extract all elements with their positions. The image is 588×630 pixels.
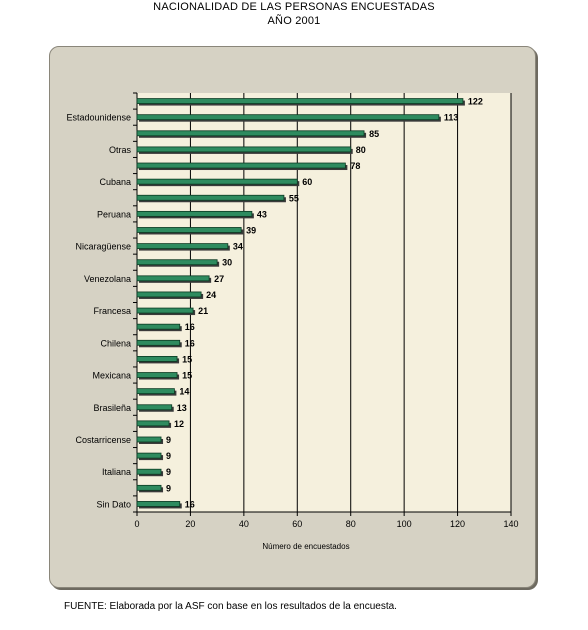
bar (136, 501, 181, 507)
bar-value-label: 30 (222, 258, 232, 268)
bar (136, 388, 175, 395)
bar (136, 259, 218, 266)
bar-value-label: 16 (185, 499, 195, 509)
bar (136, 146, 352, 153)
category-label: Francesa (93, 306, 131, 316)
bar (136, 210, 253, 217)
category-label: Brasileña (93, 403, 131, 413)
chart-title: NACIONALIDAD DE LAS PERSONAS ENCUESTADAS… (0, 0, 588, 28)
bar (136, 356, 178, 362)
category-label: Italiana (102, 467, 131, 477)
bar (136, 339, 181, 346)
chart-title-line2: AÑO 2001 (267, 15, 321, 27)
plot-area (137, 93, 511, 512)
bar-value-label: 9 (166, 451, 171, 461)
bar (136, 307, 194, 314)
bar-value-label: 16 (185, 338, 195, 348)
category-label: Mexicana (92, 371, 131, 381)
category-label: Nicaragüense (75, 242, 131, 252)
bar (136, 436, 162, 443)
bar-value-label: 12 (174, 419, 184, 429)
category-label: Otras (109, 145, 132, 155)
x-tick-label: 0 (134, 519, 139, 529)
x-tick-label: 40 (239, 519, 249, 529)
bar-value-label: 16 (185, 322, 195, 332)
category-label: Cubana (99, 177, 131, 187)
bar (136, 484, 162, 491)
bar (136, 372, 178, 378)
bar (136, 420, 170, 427)
bar (136, 404, 173, 411)
bar-value-label: 24 (206, 290, 216, 300)
bar-value-label: 43 (257, 209, 267, 219)
bar-value-label: 27 (214, 274, 224, 284)
bar-value-label: 60 (302, 177, 312, 187)
x-tick-label: 140 (503, 519, 518, 529)
bar-value-label: 85 (369, 129, 379, 139)
bar (136, 291, 202, 298)
bar-value-label: 9 (166, 483, 171, 493)
chart-title-line1: NACIONALIDAD DE LAS PERSONAS ENCUESTADAS (153, 1, 435, 13)
x-axis-title: Número de encuestados (262, 542, 349, 551)
x-tick-label: 60 (292, 519, 302, 529)
category-label: Chilena (100, 338, 131, 348)
bar (136, 468, 162, 475)
bar-value-label: 80 (356, 145, 366, 155)
bar-value-label: 113 (444, 113, 459, 123)
bar (136, 275, 210, 282)
bar (136, 323, 181, 330)
source-footnote: FUENTE: Elaborada por la ASF con base en… (64, 601, 397, 612)
bar-value-label: 55 (289, 193, 299, 203)
bar-value-label: 78 (350, 161, 360, 171)
x-tick-label: 80 (346, 519, 356, 529)
bar (136, 114, 440, 121)
category-label: Sin Dato (96, 499, 131, 509)
category-label: Costarricense (75, 435, 131, 445)
bar-value-label: 13 (177, 403, 187, 413)
category-label: Peruana (97, 209, 131, 219)
category-label: Venezolana (84, 274, 131, 284)
bar (136, 243, 229, 249)
x-tick-label: 20 (185, 519, 195, 529)
bar (136, 162, 346, 169)
bar-value-label: 21 (198, 306, 208, 316)
bar (136, 452, 162, 459)
bar-value-label: 9 (166, 435, 171, 445)
bar-value-label: 15 (182, 371, 192, 381)
bar-value-label: 34 (233, 242, 243, 252)
bar (136, 178, 298, 185)
bar (136, 194, 285, 201)
category-label: Estadounidense (66, 113, 131, 123)
x-tick-label: 120 (450, 519, 465, 529)
bar (136, 130, 365, 137)
bar-value-label: 39 (246, 225, 256, 235)
bar (136, 98, 464, 104)
x-tick-label: 100 (397, 519, 412, 529)
bar-value-label: 9 (166, 467, 171, 477)
bar (136, 227, 242, 233)
bar-value-label: 15 (182, 354, 192, 364)
bar-value-label: 122 (468, 97, 483, 107)
bar-value-label: 14 (179, 387, 189, 397)
